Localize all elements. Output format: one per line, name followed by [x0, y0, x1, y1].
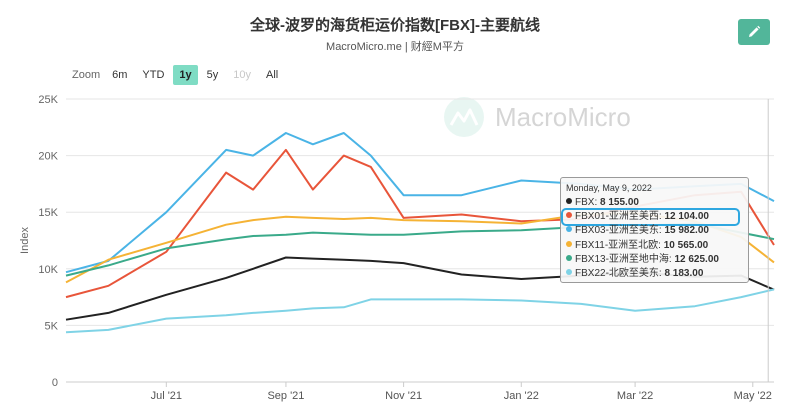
y-tick-label: 15K [38, 207, 58, 219]
y-tick-label: 20K [38, 151, 58, 163]
x-tick-label: Mar '22 [617, 390, 653, 402]
tooltip-series-value: 15 982.00 [664, 225, 709, 237]
tooltip-series-label: FBX11-亚洲至北欧 [575, 239, 659, 251]
zoom-ytd-button[interactable]: YTD [142, 69, 165, 81]
x-tick-label: Sep '21 [267, 390, 304, 402]
zoom-1y-button[interactable]: 1y [173, 65, 198, 85]
series-dot-icon [566, 198, 572, 204]
tooltip-row: FBX13-亚洲至地中海: 12 625.00 [566, 253, 742, 267]
tooltip-series-value: 12 625.00 [674, 253, 719, 265]
zoom-selector: Zoom 6m YTD 1y 5y 10y All [72, 64, 287, 86]
tooltip-series-label: FBX22-北欧至美东 [575, 267, 659, 279]
x-tick-label: Jan '22 [504, 390, 539, 402]
tooltip-separator: : [658, 211, 665, 223]
y-tick-label: 5K [45, 320, 59, 332]
y-tick-label: 25K [38, 94, 58, 106]
zoom-5y-button[interactable]: 5y [206, 69, 219, 81]
tooltip-series-label: FBX01-亚洲至美西 [575, 211, 659, 223]
x-tick-label: May '22 [734, 390, 772, 402]
tooltip-series-label: FBX13-亚洲至地中海 [575, 253, 669, 265]
series-dot-icon [566, 254, 572, 261]
tooltip-row: FBX01-亚洲至美西: 12 104.00 [561, 208, 740, 227]
chart-title: 全球-波罗的海货柜运价指数[FBX]-主要航线 [250, 17, 540, 34]
series-dot-icon [566, 240, 572, 247]
zoom-6m-button[interactable]: 6m [112, 69, 128, 81]
tooltip-series-value: 10 565.00 [663, 239, 709, 251]
tooltip-row: FBX22-北欧至美东: 8 183.00 [566, 267, 742, 281]
zoom-all-button[interactable]: All [266, 69, 279, 81]
tooltip-separator: : [658, 225, 665, 237]
x-tick-label: Nov '21 [385, 390, 422, 402]
tooltip-series-label: FBX03-亚洲至美东 [575, 225, 659, 237]
zoom-10y-button: 10y [233, 69, 252, 81]
y-tick-label: 0 [52, 377, 58, 389]
series-dot-icon [566, 226, 572, 233]
y-tick-label: 10K [38, 264, 58, 276]
tooltip-series-value: 8 155.00 [600, 197, 639, 208]
tooltip-row: FBX03-亚洲至美东: 15 982.00 [566, 224, 742, 238]
tooltip-series-value: 8 183.00 [664, 267, 704, 279]
series-dot-icon [566, 212, 572, 219]
x-tick-label: Jul '21 [151, 390, 182, 402]
edit-button[interactable] [738, 19, 770, 45]
tooltip-series-label: FBX [575, 197, 595, 208]
pencil-icon [749, 25, 761, 37]
tooltip-separator: : [594, 197, 601, 208]
chart-subtitle: MacroMicro.me | 财經M平方 [326, 41, 464, 53]
y-axis-title: Index [19, 227, 31, 254]
series-dot-icon [566, 268, 572, 275]
macromicro-logo-icon [444, 97, 484, 137]
tooltip-row: FBX11-亚洲至北欧: 10 565.00 [566, 239, 742, 253]
tooltip-row: FBX: 8 155.00 [566, 196, 742, 210]
zoom-label: Zoom [72, 69, 101, 81]
watermark: MacroMicro [443, 95, 631, 139]
watermark-text: MacroMicro [495, 101, 631, 132]
tooltip-separator: : [658, 239, 664, 251]
tooltip-date: Monday, May 9, 2022 [566, 183, 652, 193]
series-line-5[interactable] [65, 288, 775, 334]
data-tooltip: Monday, May 9, 2022 FBX: 8 155.00 FBX01-亚… [560, 177, 749, 283]
tooltip-series-value: 12 104.00 [664, 211, 709, 223]
tooltip-separator: : [668, 253, 675, 265]
tooltip-separator: : [658, 267, 665, 279]
